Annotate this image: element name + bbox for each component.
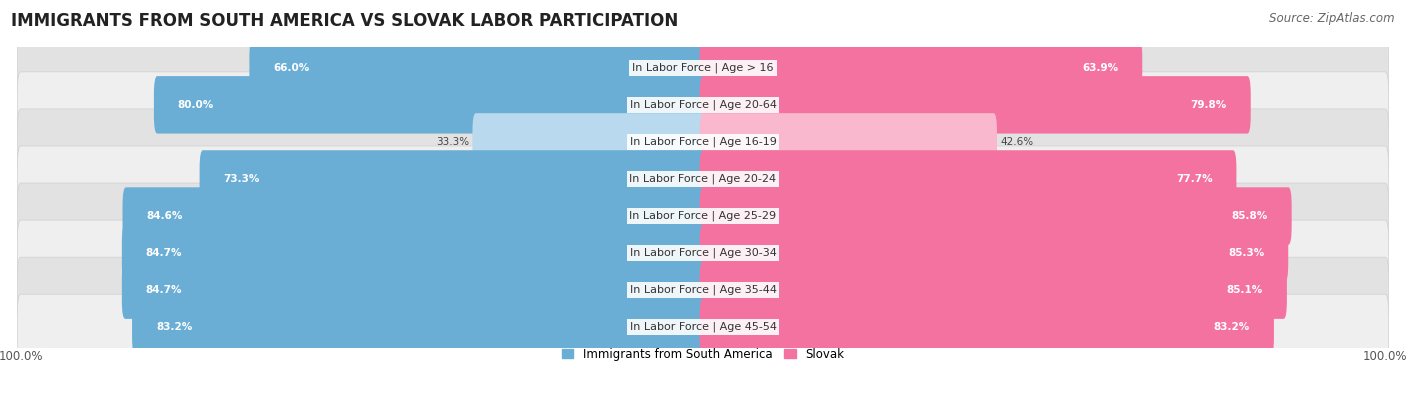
FancyBboxPatch shape: [17, 183, 1389, 249]
FancyBboxPatch shape: [700, 150, 1236, 208]
FancyBboxPatch shape: [249, 39, 706, 96]
FancyBboxPatch shape: [700, 187, 1292, 245]
FancyBboxPatch shape: [17, 257, 1389, 323]
FancyBboxPatch shape: [700, 299, 1274, 356]
Text: 63.9%: 63.9%: [1083, 63, 1118, 73]
Text: 77.7%: 77.7%: [1175, 174, 1212, 184]
FancyBboxPatch shape: [153, 76, 706, 134]
FancyBboxPatch shape: [200, 150, 706, 208]
Text: 84.6%: 84.6%: [146, 211, 183, 221]
FancyBboxPatch shape: [472, 113, 706, 171]
Text: In Labor Force | Age 35-44: In Labor Force | Age 35-44: [630, 285, 776, 295]
FancyBboxPatch shape: [17, 220, 1389, 286]
FancyBboxPatch shape: [132, 299, 706, 356]
Text: IMMIGRANTS FROM SOUTH AMERICA VS SLOVAK LABOR PARTICIPATION: IMMIGRANTS FROM SOUTH AMERICA VS SLOVAK …: [11, 12, 679, 30]
FancyBboxPatch shape: [122, 187, 706, 245]
Text: In Labor Force | Age 16-19: In Labor Force | Age 16-19: [630, 137, 776, 147]
Text: In Labor Force | Age > 16: In Labor Force | Age > 16: [633, 62, 773, 73]
FancyBboxPatch shape: [122, 261, 706, 319]
Text: 42.6%: 42.6%: [1001, 137, 1033, 147]
FancyBboxPatch shape: [700, 39, 1142, 96]
FancyBboxPatch shape: [17, 109, 1389, 175]
Text: In Labor Force | Age 20-24: In Labor Force | Age 20-24: [630, 174, 776, 184]
Text: 84.7%: 84.7%: [146, 285, 183, 295]
FancyBboxPatch shape: [700, 224, 1288, 282]
Text: 83.2%: 83.2%: [156, 322, 193, 332]
FancyBboxPatch shape: [700, 261, 1286, 319]
Text: 85.3%: 85.3%: [1227, 248, 1264, 258]
Text: 73.3%: 73.3%: [224, 174, 260, 184]
Text: In Labor Force | Age 25-29: In Labor Force | Age 25-29: [630, 211, 776, 221]
Text: In Labor Force | Age 30-34: In Labor Force | Age 30-34: [630, 248, 776, 258]
Text: 66.0%: 66.0%: [273, 63, 309, 73]
Text: 80.0%: 80.0%: [177, 100, 214, 110]
Legend: Immigrants from South America, Slovak: Immigrants from South America, Slovak: [557, 343, 849, 366]
FancyBboxPatch shape: [17, 35, 1389, 101]
FancyBboxPatch shape: [122, 224, 706, 282]
Text: 84.7%: 84.7%: [146, 248, 183, 258]
FancyBboxPatch shape: [17, 72, 1389, 138]
FancyBboxPatch shape: [17, 294, 1389, 360]
Text: In Labor Force | Age 20-64: In Labor Force | Age 20-64: [630, 100, 776, 110]
FancyBboxPatch shape: [700, 76, 1251, 134]
Text: 85.1%: 85.1%: [1227, 285, 1263, 295]
Text: 83.2%: 83.2%: [1213, 322, 1250, 332]
Text: In Labor Force | Age 45-54: In Labor Force | Age 45-54: [630, 322, 776, 333]
Text: 85.8%: 85.8%: [1232, 211, 1268, 221]
FancyBboxPatch shape: [700, 113, 997, 171]
Text: 33.3%: 33.3%: [436, 137, 470, 147]
FancyBboxPatch shape: [17, 146, 1389, 212]
Text: 79.8%: 79.8%: [1191, 100, 1227, 110]
Text: Source: ZipAtlas.com: Source: ZipAtlas.com: [1270, 12, 1395, 25]
